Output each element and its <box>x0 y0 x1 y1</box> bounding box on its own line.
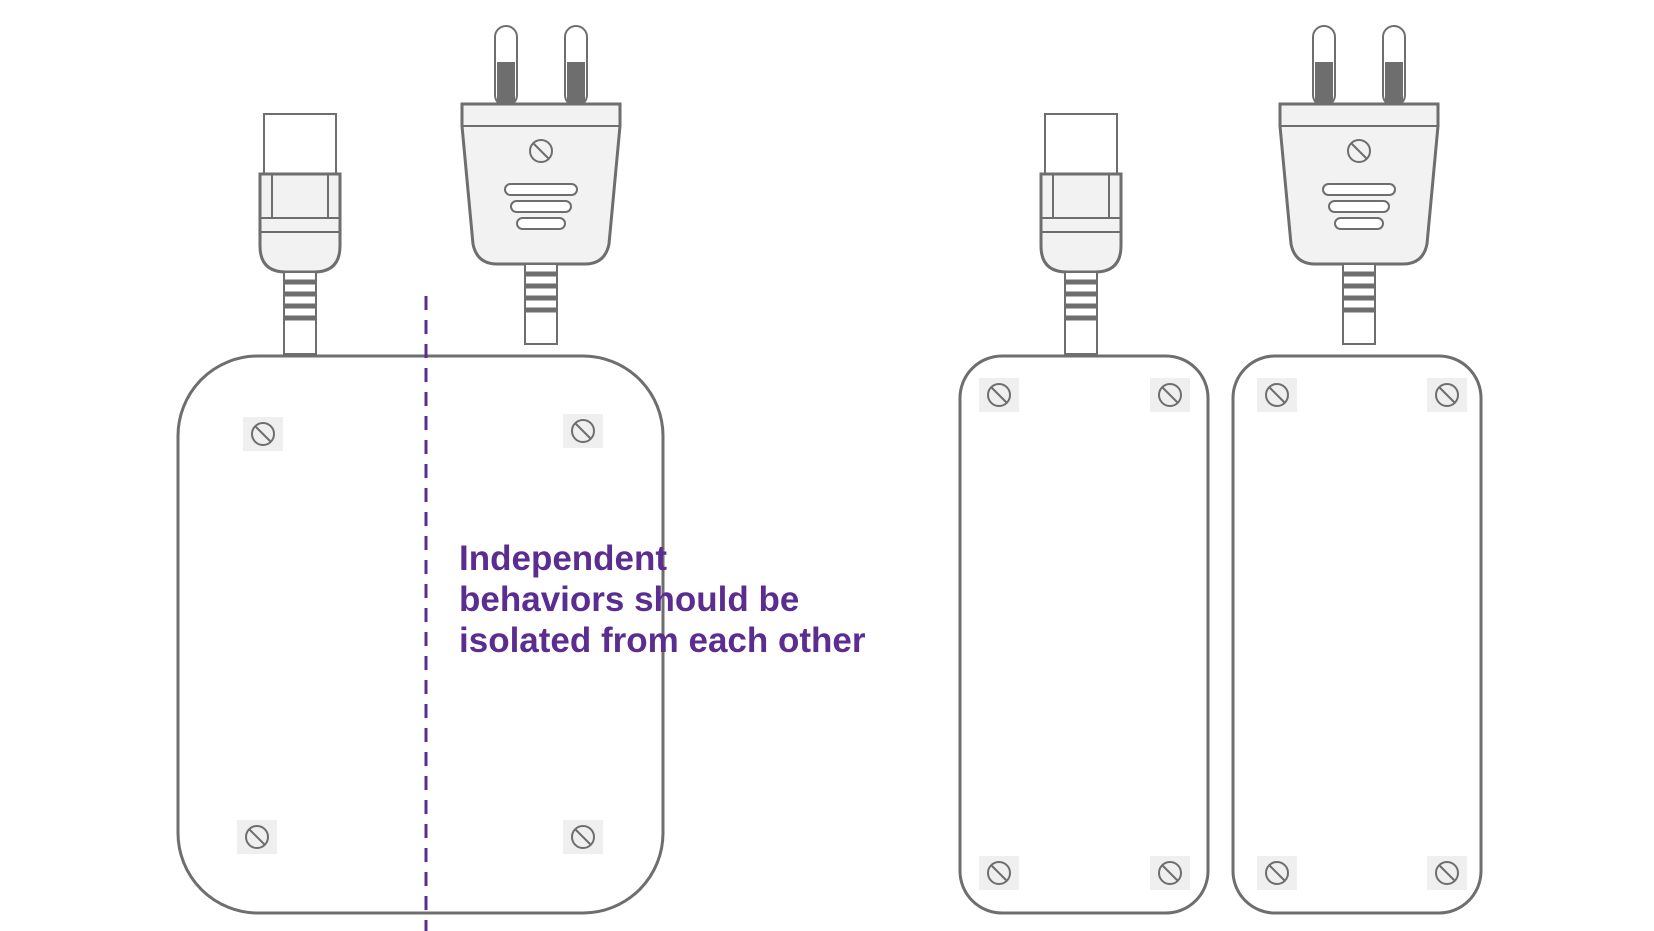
screw-icon <box>1426 855 1468 891</box>
wall-plug-icon <box>1280 26 1438 344</box>
separated-adapter-left <box>958 114 1210 915</box>
screw-icon <box>978 855 1020 891</box>
caption-line: behaviors should be <box>459 580 800 619</box>
caption-line: isolated from each other <box>459 621 866 660</box>
caption-line: Independent <box>459 539 668 578</box>
iec-connector-icon <box>1041 114 1121 354</box>
screw-icon <box>978 377 1020 413</box>
combined-adapter-box <box>176 354 665 915</box>
adapter-box <box>1231 354 1483 915</box>
screw-icon <box>1149 377 1191 413</box>
combined-adapter <box>176 26 665 915</box>
caption: Independent behaviors should be isolated… <box>459 538 919 661</box>
adapter-box <box>958 354 1210 915</box>
screw-icon <box>1426 377 1468 413</box>
separated-adapter-right <box>1231 26 1483 915</box>
screw-icon <box>242 416 284 452</box>
wall-plug-icon <box>462 26 620 344</box>
screw-icon <box>236 819 278 855</box>
iec-connector-icon <box>260 114 340 354</box>
screw-icon <box>1256 855 1298 891</box>
screw-icon <box>562 413 604 449</box>
screw-icon <box>1256 377 1298 413</box>
screw-icon <box>562 819 604 855</box>
screw-icon <box>1149 855 1191 891</box>
